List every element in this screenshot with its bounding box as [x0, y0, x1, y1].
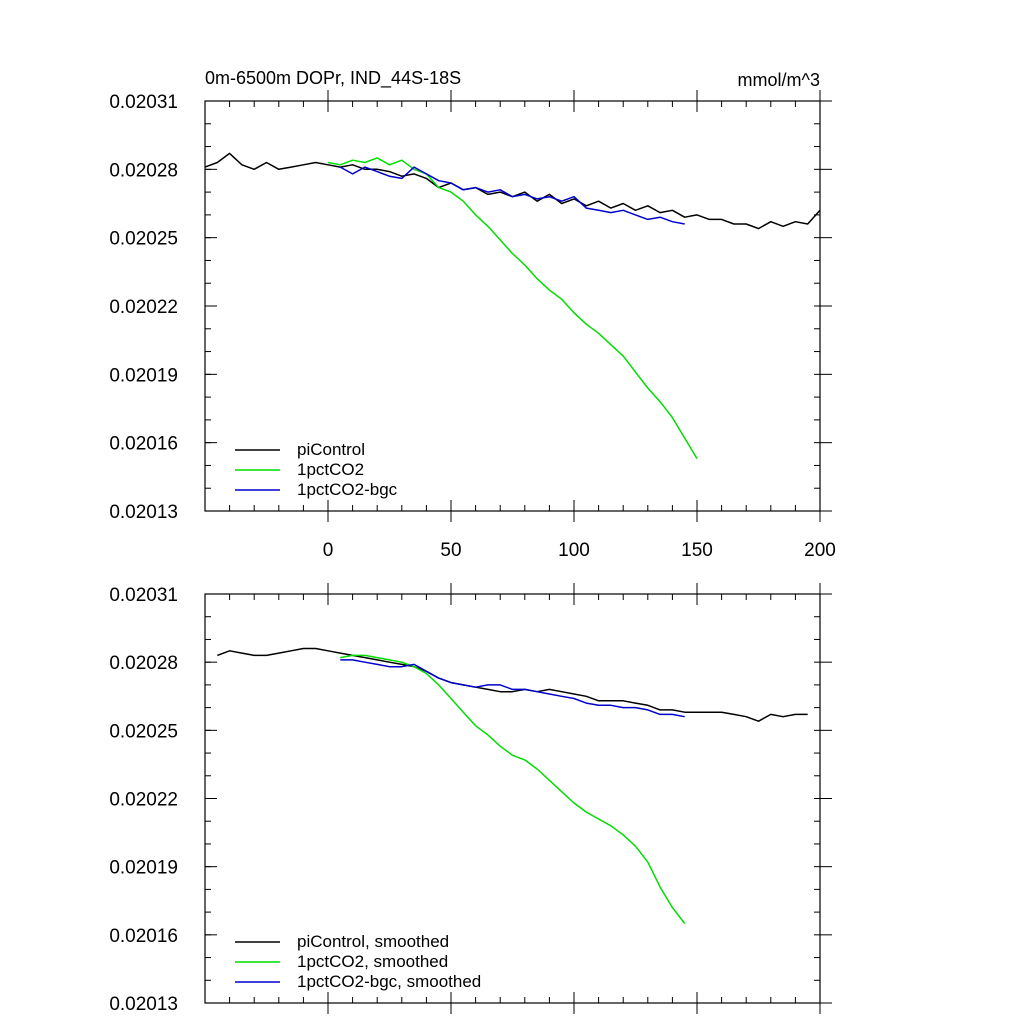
series-line-0: [204, 152, 821, 230]
legend-label: 1pctCO2-bgc: [297, 480, 398, 499]
x-tick-label: 100: [558, 540, 590, 561]
series-line-2: [340, 659, 685, 718]
x-tick-label: 200: [804, 540, 836, 561]
y-tick-label: 0.02031: [109, 585, 178, 606]
series-line-1: [327, 157, 698, 459]
chart-title: 0m-6500m DOPr, IND_44S-18S: [205, 68, 461, 89]
y-tick-label: 0.02019: [109, 365, 178, 386]
x-tick-label: 50: [440, 540, 461, 561]
x-tick-label: 0: [323, 540, 334, 561]
chart-units: mmol/m^3: [738, 70, 820, 90]
y-tick-label: 0.02013: [109, 994, 178, 1015]
series-line-0: [217, 647, 808, 722]
y-tick-label: 0.02028: [109, 160, 178, 181]
series-line-2: [339, 166, 685, 225]
y-tick-label: 0.02028: [109, 653, 178, 674]
y-tick-label: 0.02022: [109, 297, 178, 318]
y-tick-label: 0.02022: [109, 790, 178, 811]
y-tick-label: 0.02025: [109, 229, 178, 250]
y-tick-label: 0.02031: [109, 92, 178, 113]
y-tick-label: 0.02016: [109, 434, 178, 455]
y-tick-label: 0.02013: [109, 502, 178, 523]
legend-label: 1pctCO2-bgc, smoothed: [297, 972, 481, 991]
chart-panel-top: 0 50 100 150 200 0.02013 0.02016 0.02019 0.02022…: [109, 90, 836, 561]
legend-label: 1pctCO2, smoothed: [297, 952, 448, 971]
chart-panel-bottom: 0.02013 0.02016 0.02019 0.02022 0.02025 0.020…: [109, 583, 832, 1015]
y-tick-label: 0.02019: [109, 858, 178, 879]
x-tick-label: 150: [681, 540, 713, 561]
legend-label: piControl: [297, 440, 365, 459]
series-line-1: [340, 654, 686, 924]
legend-label: 1pctCO2: [297, 460, 364, 479]
legend-label: piControl, smoothed: [297, 932, 449, 951]
y-tick-label: 0.02025: [109, 721, 178, 742]
y-tick-label: 0.02016: [109, 926, 178, 947]
